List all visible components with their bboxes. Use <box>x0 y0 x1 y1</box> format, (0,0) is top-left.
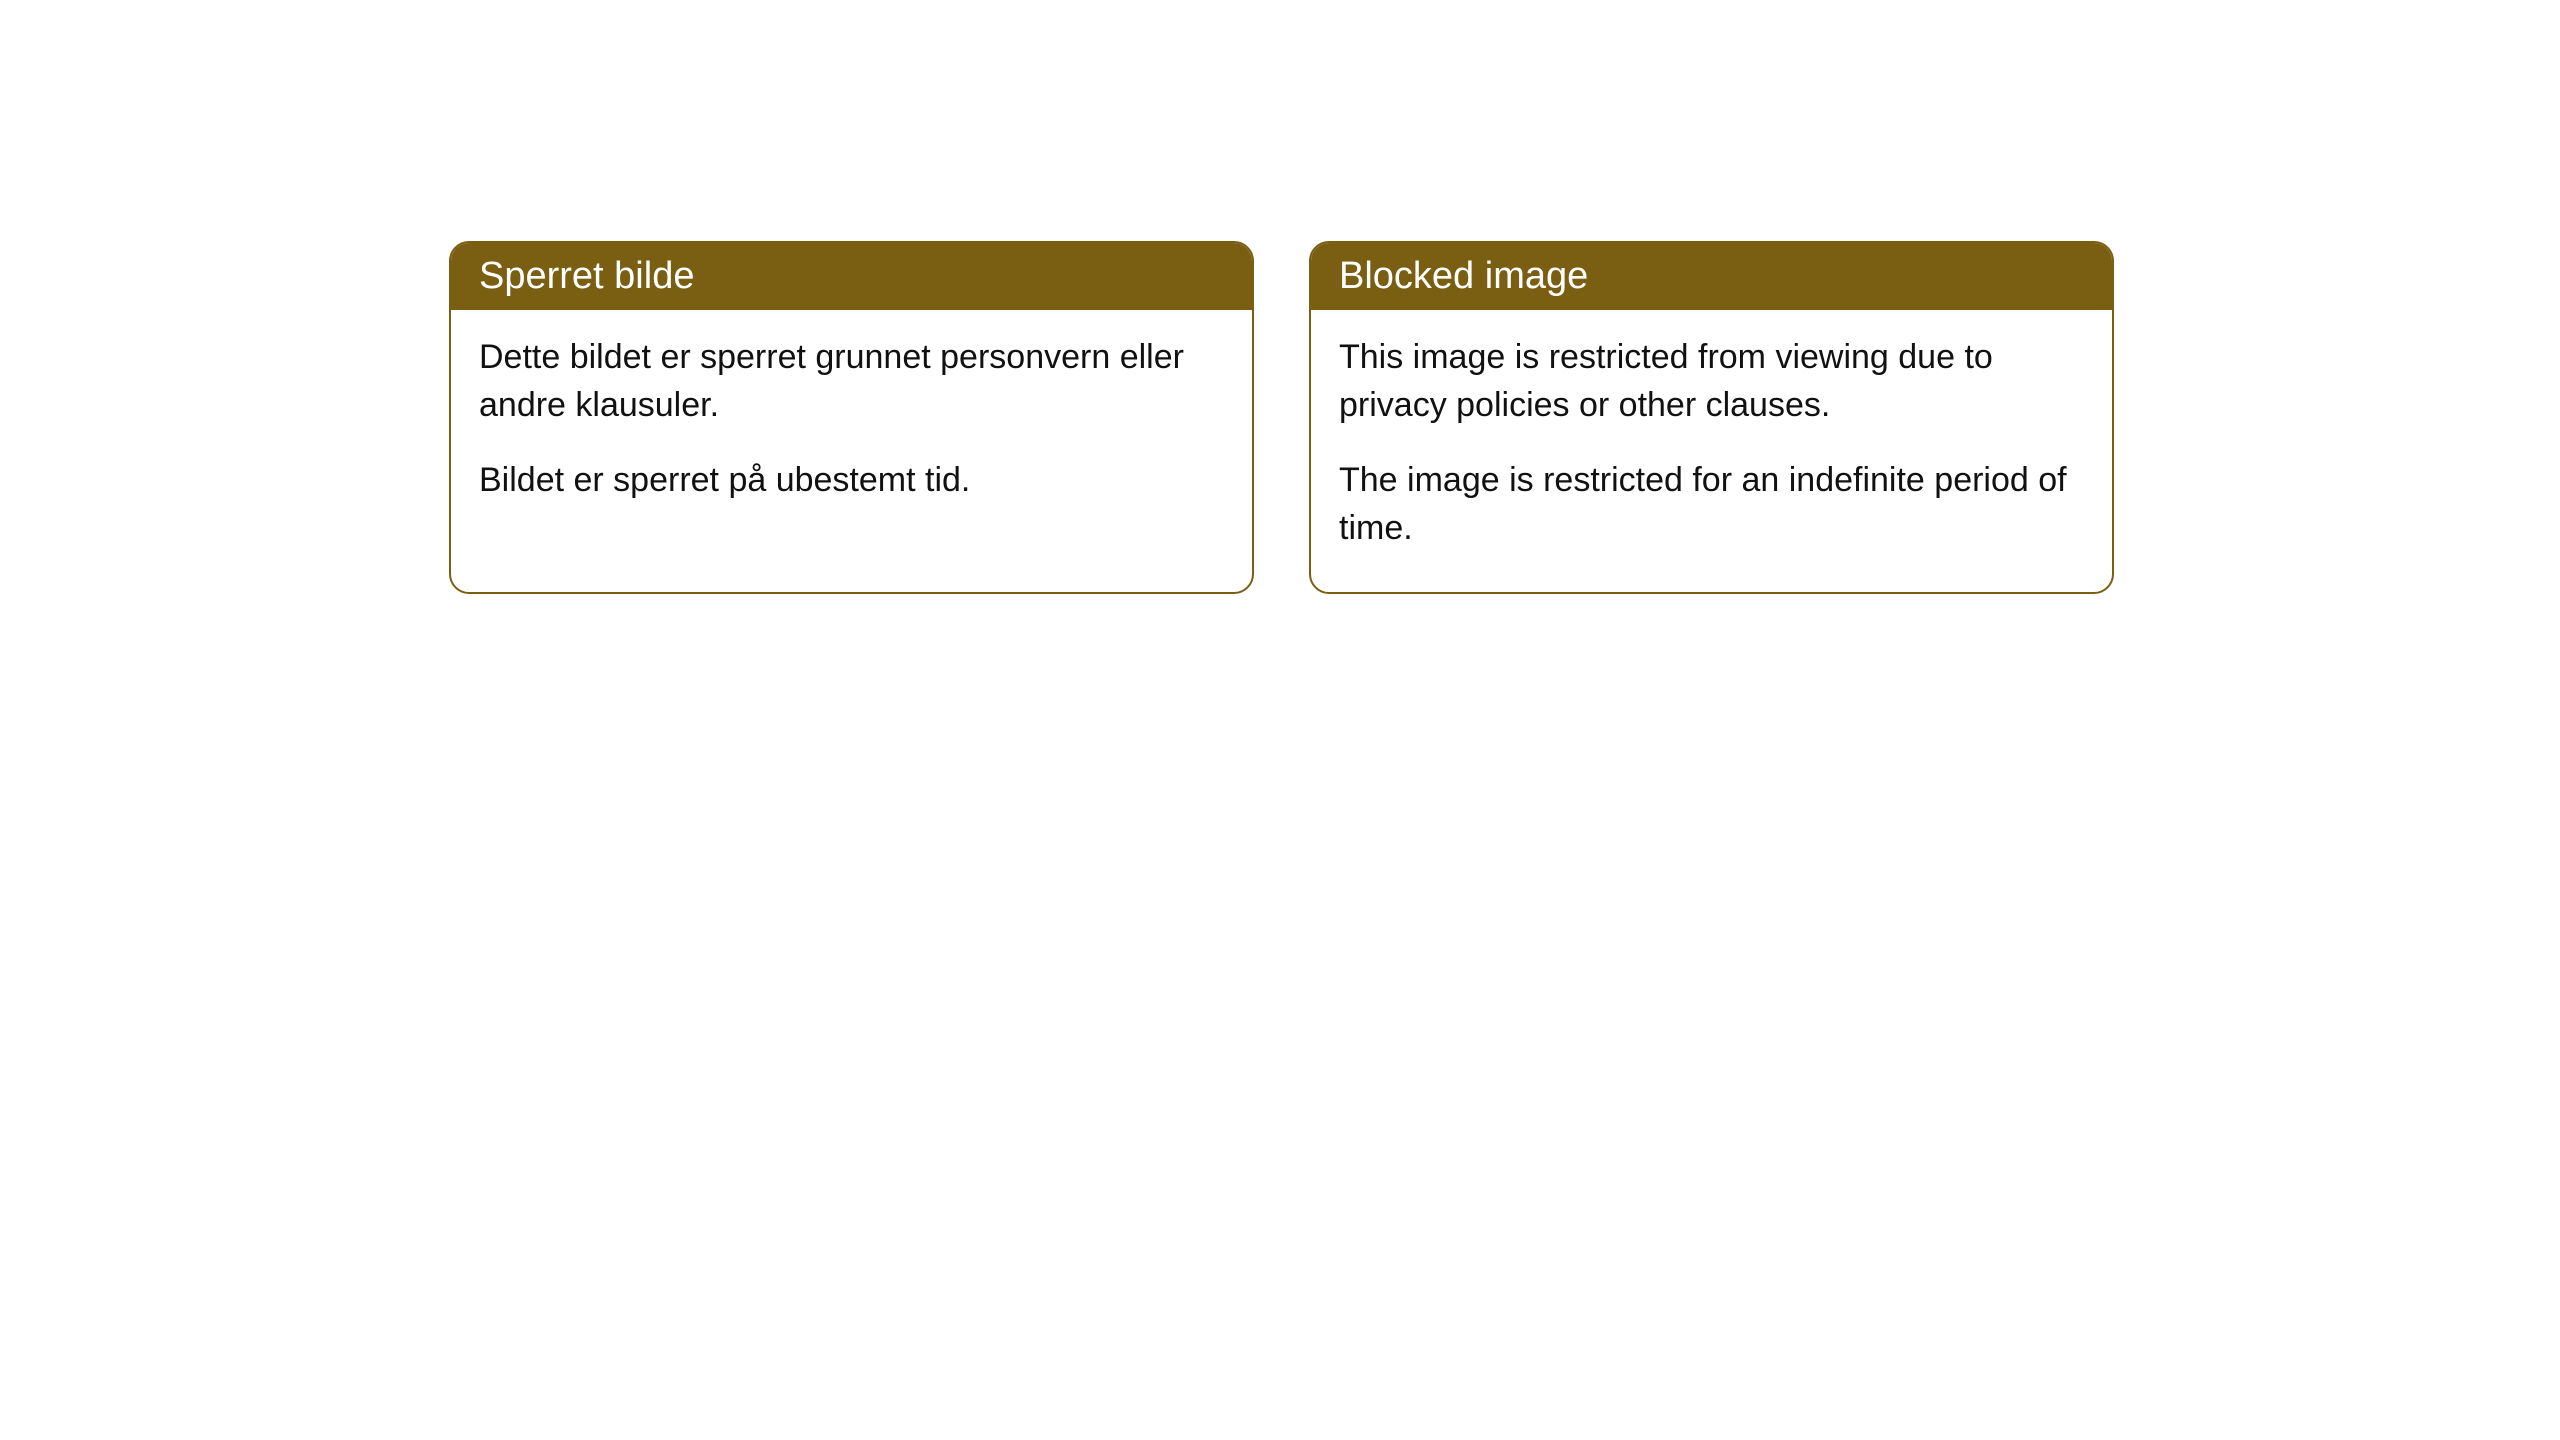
card-title: Sperret bilde <box>479 255 694 297</box>
blocked-image-card-english: Blocked image This image is restricted f… <box>1309 241 2114 594</box>
blocked-image-card-norwegian: Sperret bilde Dette bildet er sperret gr… <box>449 241 1254 594</box>
notice-cards-container: Sperret bilde Dette bildet er sperret gr… <box>449 241 2114 594</box>
card-paragraph: Bildet er sperret på ubestemt tid. <box>479 457 1224 505</box>
card-paragraph: This image is restricted from viewing du… <box>1339 334 2084 429</box>
card-title: Blocked image <box>1339 255 1588 297</box>
card-paragraph: The image is restricted for an indefinit… <box>1339 457 2084 552</box>
card-body-norwegian: Dette bildet er sperret grunnet personve… <box>451 310 1252 545</box>
card-body-english: This image is restricted from viewing du… <box>1311 310 2112 592</box>
card-header-english: Blocked image <box>1311 243 2112 310</box>
card-header-norwegian: Sperret bilde <box>451 243 1252 310</box>
card-paragraph: Dette bildet er sperret grunnet personve… <box>479 334 1224 429</box>
